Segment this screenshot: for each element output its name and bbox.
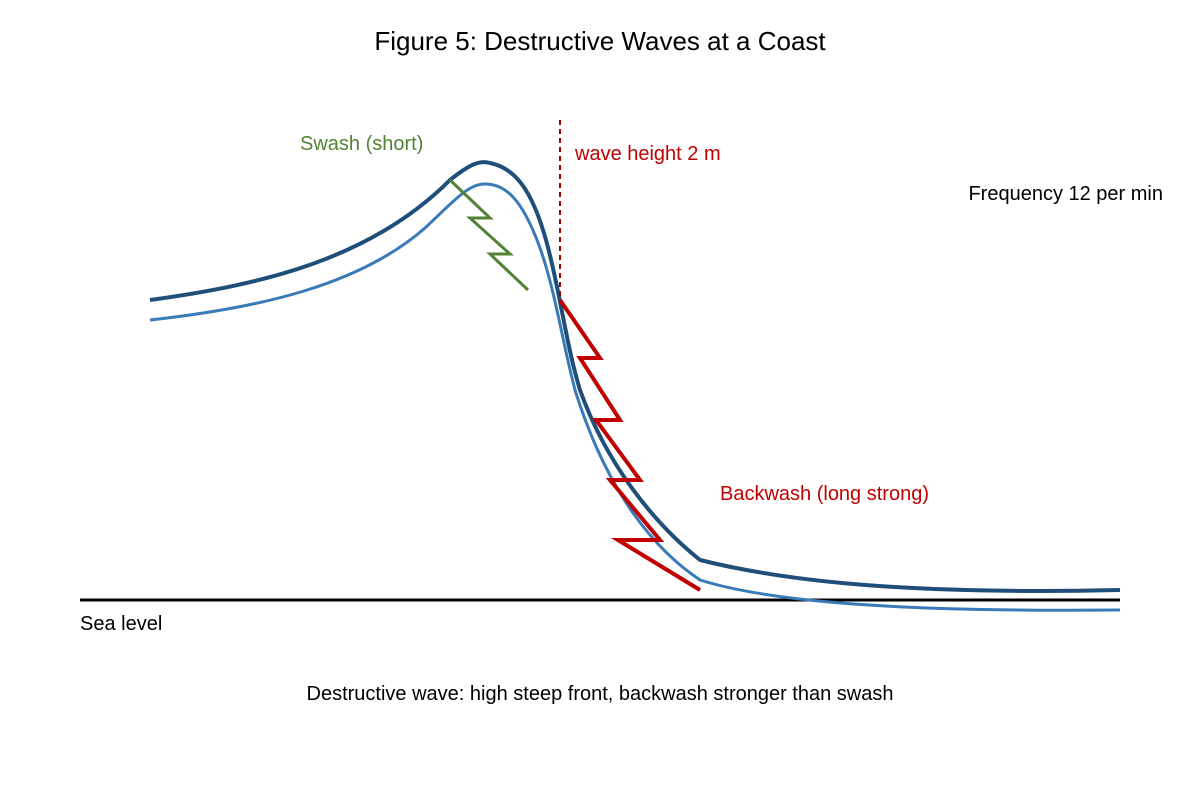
wave-height-label: wave height 2 m	[574, 143, 721, 165]
sea-level-label: Sea level	[80, 613, 162, 635]
figure-title: Figure 5: Destructive Waves at a Coast	[374, 26, 826, 56]
wave-outer-profile	[149, 160, 1121, 593]
backwash-label: Backwash (long strong)	[720, 483, 929, 505]
swash-arrow	[448, 178, 530, 292]
figure-caption: Destructive wave: high steep front, back…	[307, 683, 894, 705]
backwash-arrow	[558, 298, 702, 592]
swash-label: Swash (short)	[300, 133, 423, 155]
frequency-label: Frequency 12 per min	[968, 183, 1163, 205]
wave-inner-profile	[149, 182, 1121, 612]
